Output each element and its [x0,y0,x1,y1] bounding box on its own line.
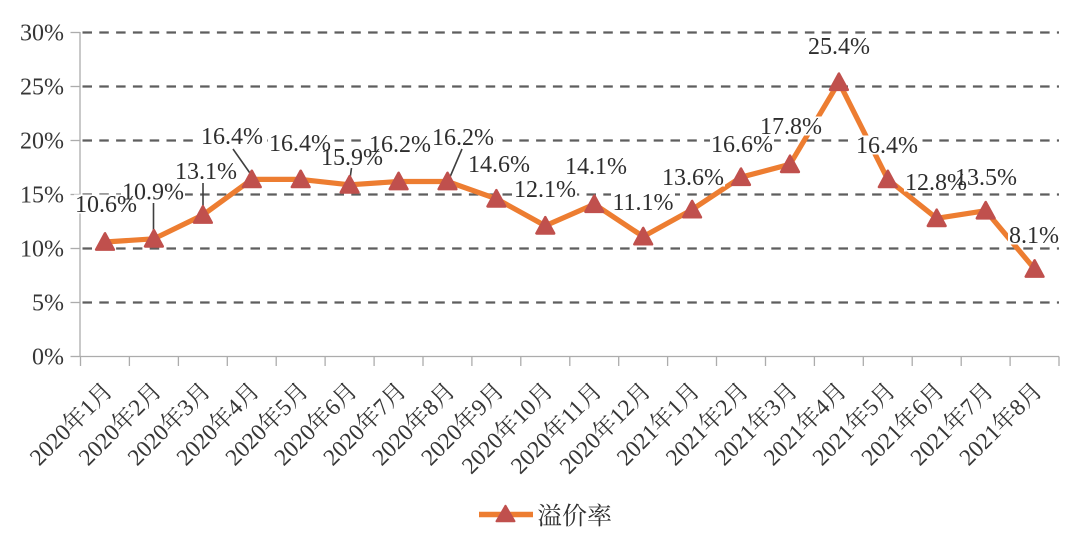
svg-text:25%: 25% [20,75,64,101]
svg-text:10.6%: 10.6% [75,192,137,218]
svg-text:11.1%: 11.1% [612,190,673,216]
svg-text:14.1%: 14.1% [565,154,627,180]
svg-text:15.9%: 15.9% [321,145,383,171]
svg-text:25.4%: 25.4% [808,34,870,60]
svg-text:0%: 0% [32,345,64,371]
svg-text:13.6%: 13.6% [662,165,724,191]
svg-text:16.6%: 16.6% [711,132,773,158]
svg-text:17.8%: 17.8% [760,114,822,140]
svg-text:16.2%: 16.2% [432,125,494,151]
svg-text:8.1%: 8.1% [1009,223,1059,249]
svg-text:15%: 15% [20,183,64,209]
svg-text:10%: 10% [20,237,64,263]
svg-text:10.9%: 10.9% [122,180,184,206]
svg-text:13.5%: 13.5% [955,165,1017,191]
svg-text:12.1%: 12.1% [514,177,576,203]
svg-text:13.1%: 13.1% [175,159,237,185]
svg-text:16.4%: 16.4% [269,131,331,157]
svg-text:14.6%: 14.6% [468,152,530,178]
svg-text:30%: 30% [20,21,64,47]
svg-text:16.2%: 16.2% [369,132,431,158]
svg-text:16.4%: 16.4% [201,124,263,150]
svg-text:16.4%: 16.4% [856,133,918,159]
svg-text:5%: 5% [32,291,64,317]
svg-text:20%: 20% [20,129,64,155]
svg-text:12.8%: 12.8% [905,170,967,196]
